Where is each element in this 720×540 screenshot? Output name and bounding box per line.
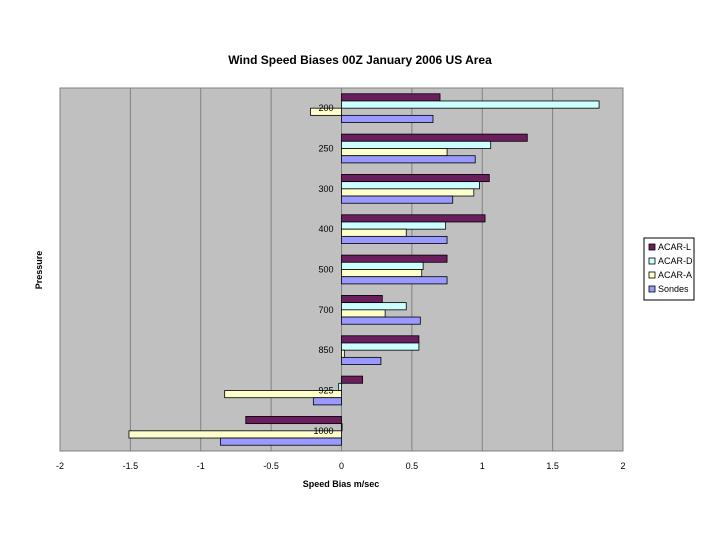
category-labels: 200 250 300 400 500 700 850 925 1000 [313, 103, 333, 436]
bar-acar-d-250 [341, 140, 492, 149]
x-tick-label: 1 [480, 461, 485, 471]
category-label-250: 250 [318, 144, 333, 154]
x-tick-label: 0 [339, 461, 344, 471]
bar-acar-a-925 [224, 390, 342, 399]
bar-acar-d-500 [341, 261, 424, 270]
bar-sondes-250 [341, 155, 476, 164]
category-label-1000: 1000 [313, 426, 333, 436]
x-tick-label: 1.5 [546, 461, 559, 471]
bar-acar-l-925 [341, 375, 364, 384]
legend-swatch-acar-a [648, 271, 656, 279]
category-label-850: 850 [318, 345, 333, 355]
legend: ACAR-L ACAR-D ACAR-A Sondes [643, 237, 695, 301]
bar-acar-a-250 [341, 148, 448, 157]
category-label-200: 200 [318, 103, 333, 113]
x-tick-label: 0.5 [406, 461, 419, 471]
chart-title: Wind Speed Biases 00Z January 2006 US Ar… [228, 53, 492, 67]
bar-acar-d-700 [341, 302, 407, 311]
bar-acar-d-400 [341, 221, 447, 230]
legend-label-acar-d: ACAR-D [658, 256, 693, 266]
bar-acar-l-700 [341, 295, 383, 304]
bar-acar-d-200 [341, 100, 600, 109]
legend-swatch-acar-d [648, 257, 656, 265]
bar-sondes-925 [312, 397, 342, 406]
x-axis-label: Speed Bias m/sec [303, 479, 380, 489]
bar-sondes-200 [341, 114, 434, 123]
x-tick-label: -2 [56, 461, 64, 471]
legend-label-acar-a: ACAR-A [658, 270, 692, 280]
bars [128, 93, 600, 446]
bar-acar-a-400 [341, 228, 407, 237]
bar-acar-a-200 [310, 107, 342, 116]
x-tick-label: -1 [197, 461, 205, 471]
bar-sondes-850 [341, 356, 382, 365]
category-label-400: 400 [318, 224, 333, 234]
bar-acar-l-300 [341, 174, 490, 183]
bar-acar-a-850 [341, 349, 345, 358]
x-tick-label: 2 [620, 461, 625, 471]
bar-sondes-300 [341, 195, 454, 204]
bar-acar-a-1000 [128, 430, 342, 439]
category-label-700: 700 [318, 305, 333, 315]
bar-sondes-700 [341, 316, 421, 325]
legend-swatch-acar-l [648, 243, 656, 251]
bar-sondes-1000 [220, 437, 342, 446]
category-label-925: 925 [318, 386, 333, 396]
bar-acar-l-400 [341, 214, 486, 223]
bar-acar-d-300 [341, 181, 480, 190]
bar-acar-l-500 [341, 254, 448, 263]
legend-label-sondes: Sondes [658, 284, 689, 294]
y-axis-label: Pressure [34, 251, 44, 290]
x-tick-label: -0.5 [263, 461, 279, 471]
bar-acar-l-850 [341, 335, 420, 344]
legend-label-acar-l: ACAR-L [658, 242, 691, 252]
bar-sondes-500 [341, 276, 448, 285]
bar-acar-a-700 [341, 309, 386, 318]
x-tick-labels: -2 -1.5 -1 -0.5 0 0.5 1 1.5 2 [56, 461, 626, 471]
x-tick-label: -1.5 [123, 461, 139, 471]
bar-acar-l-200 [341, 93, 441, 102]
bar-acar-d-850 [341, 342, 420, 351]
bar-acar-a-300 [341, 188, 475, 197]
bar-acar-l-250 [341, 133, 528, 142]
bar-acar-a-500 [341, 269, 423, 278]
bar-acar-d-925 [338, 382, 342, 391]
legend-swatch-sondes [648, 285, 656, 293]
bar-sondes-400 [341, 235, 448, 244]
category-label-500: 500 [318, 265, 333, 275]
category-label-300: 300 [318, 184, 333, 194]
bar-acar-l-1000 [245, 416, 342, 425]
bar-acar-d-1000 [341, 423, 343, 432]
